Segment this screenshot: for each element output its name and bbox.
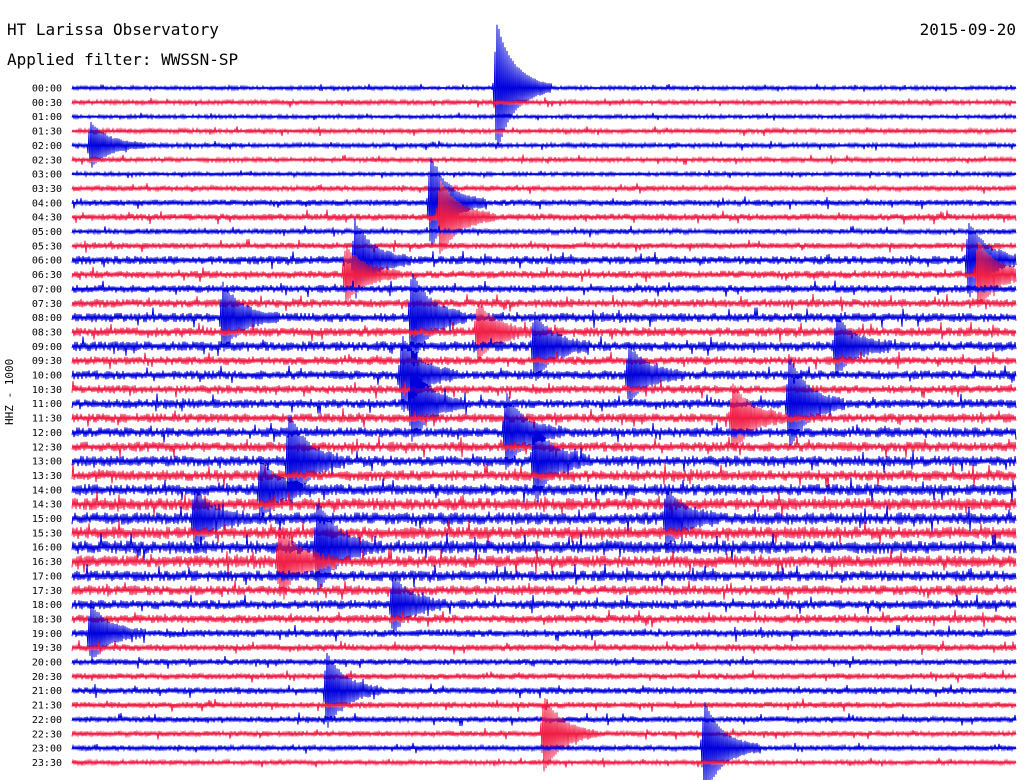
filter-label: Applied filter: WWSSN-SP xyxy=(7,50,239,69)
trace-group xyxy=(71,24,1017,780)
observatory-title: HT Larissa Observatory xyxy=(7,20,219,39)
time-tick-label: 21:00 xyxy=(32,686,62,697)
time-tick-label: 21:30 xyxy=(32,701,62,712)
time-tick-label: 13:30 xyxy=(32,471,62,482)
tick-label-group: 00:00 00:30 01:00 01:30 02:00 02:30 03:00 03:30… xyxy=(32,84,62,769)
time-tick-label: 22:00 xyxy=(32,715,62,726)
time-tick-label: 10:30 xyxy=(32,385,62,396)
trace-1400 xyxy=(71,458,1017,521)
time-tick-label: 06:30 xyxy=(32,270,62,281)
time-tick-label: 12:00 xyxy=(32,428,62,439)
time-tick-label: 01:30 xyxy=(32,127,62,138)
time-tick-label: 01:00 xyxy=(32,112,62,123)
time-tick-label: 11:30 xyxy=(32,414,62,425)
time-tick-label: 22:30 xyxy=(32,729,62,740)
trace-1430 xyxy=(71,490,1017,517)
time-tick-label: 07:30 xyxy=(32,299,62,310)
time-tick-label: 15:00 xyxy=(32,514,62,525)
time-tick-label: 12:30 xyxy=(32,442,62,453)
time-tick-label: 02:30 xyxy=(32,155,62,166)
time-tick-label: 13:00 xyxy=(32,457,62,468)
time-tick-label: 07:00 xyxy=(32,284,62,295)
trace-1800 xyxy=(71,575,1017,635)
time-tick-label: 03:30 xyxy=(32,184,62,195)
trace-0830 xyxy=(71,304,1017,364)
time-tick-label: 10:00 xyxy=(32,371,62,382)
time-tick-label: 20:30 xyxy=(32,672,62,683)
time-tick-label: 18:00 xyxy=(32,600,62,611)
trace-1730 xyxy=(71,580,1017,600)
time-tick-label: 09:30 xyxy=(32,356,62,367)
time-tick-label: 09:00 xyxy=(32,342,62,353)
time-tick-label: 20:00 xyxy=(32,658,62,669)
time-tick-label: 18:30 xyxy=(32,614,62,625)
time-tick-label: 03:00 xyxy=(32,170,62,181)
time-tick-label: 19:30 xyxy=(32,643,62,654)
trace-1000 xyxy=(71,336,1017,412)
trace-0900 xyxy=(71,311,1017,381)
time-tick-label: 08:30 xyxy=(32,327,62,338)
trace-1530 xyxy=(71,519,1017,546)
trace-1500 xyxy=(71,486,1017,550)
time-tick-label: 15:30 xyxy=(32,528,62,539)
time-tick-label: 00:30 xyxy=(32,98,62,109)
time-tick-label: 19:00 xyxy=(32,629,62,640)
time-tick-label: 14:30 xyxy=(32,500,62,511)
time-tick-label: 04:00 xyxy=(32,198,62,209)
time-tick-label: 05:00 xyxy=(32,227,62,238)
trace-1200 xyxy=(71,393,1017,470)
time-tick-label: 17:30 xyxy=(32,586,62,597)
time-tick-label: 23:00 xyxy=(32,744,62,755)
time-tick-label: 11:00 xyxy=(32,399,62,410)
trace-1230 xyxy=(71,436,1017,458)
time-tick-label: 16:30 xyxy=(32,557,62,568)
time-tick-label: 05:30 xyxy=(32,241,62,252)
trace-2100 xyxy=(71,652,1017,728)
time-tick-label: 02:00 xyxy=(32,141,62,152)
time-tick-label: 04:30 xyxy=(32,213,62,224)
record-date: 2015-09-20 xyxy=(919,20,1016,39)
time-tick-label: 08:00 xyxy=(32,313,62,324)
trace-1630 xyxy=(71,528,1017,600)
time-tick-label: 23:30 xyxy=(32,758,62,769)
time-tick-label: 00:00 xyxy=(32,84,62,95)
trace-0800 xyxy=(71,273,1017,367)
trace-0930 xyxy=(71,351,1017,370)
time-tick-label: 06:00 xyxy=(32,256,62,267)
time-tick-label: 17:00 xyxy=(32,571,62,582)
time-tick-label: 14:00 xyxy=(32,485,62,496)
time-tick-label: 16:00 xyxy=(32,543,62,554)
